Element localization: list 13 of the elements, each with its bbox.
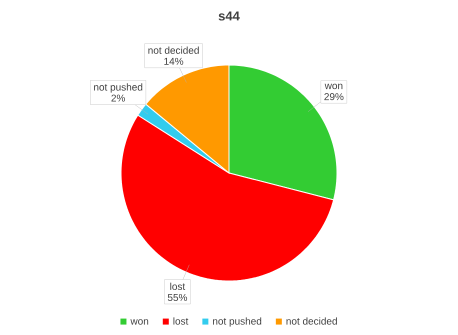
data-label: 29% xyxy=(324,93,344,100)
legend-label: not pushed xyxy=(213,317,262,327)
slice-label: not pushed xyxy=(94,83,142,93)
slice-label: lost xyxy=(170,282,186,290)
slice-label: won xyxy=(324,84,342,90)
legend-label: lost xyxy=(173,317,188,325)
legend-label: not decided xyxy=(286,317,337,325)
chart-title: s44 xyxy=(218,11,240,21)
data-label: 2% xyxy=(111,94,126,102)
legend-label: won xyxy=(130,319,148,325)
data-label: 14% xyxy=(164,58,184,65)
slice-label: not decided xyxy=(148,46,199,54)
data-label: 55% xyxy=(168,294,188,301)
